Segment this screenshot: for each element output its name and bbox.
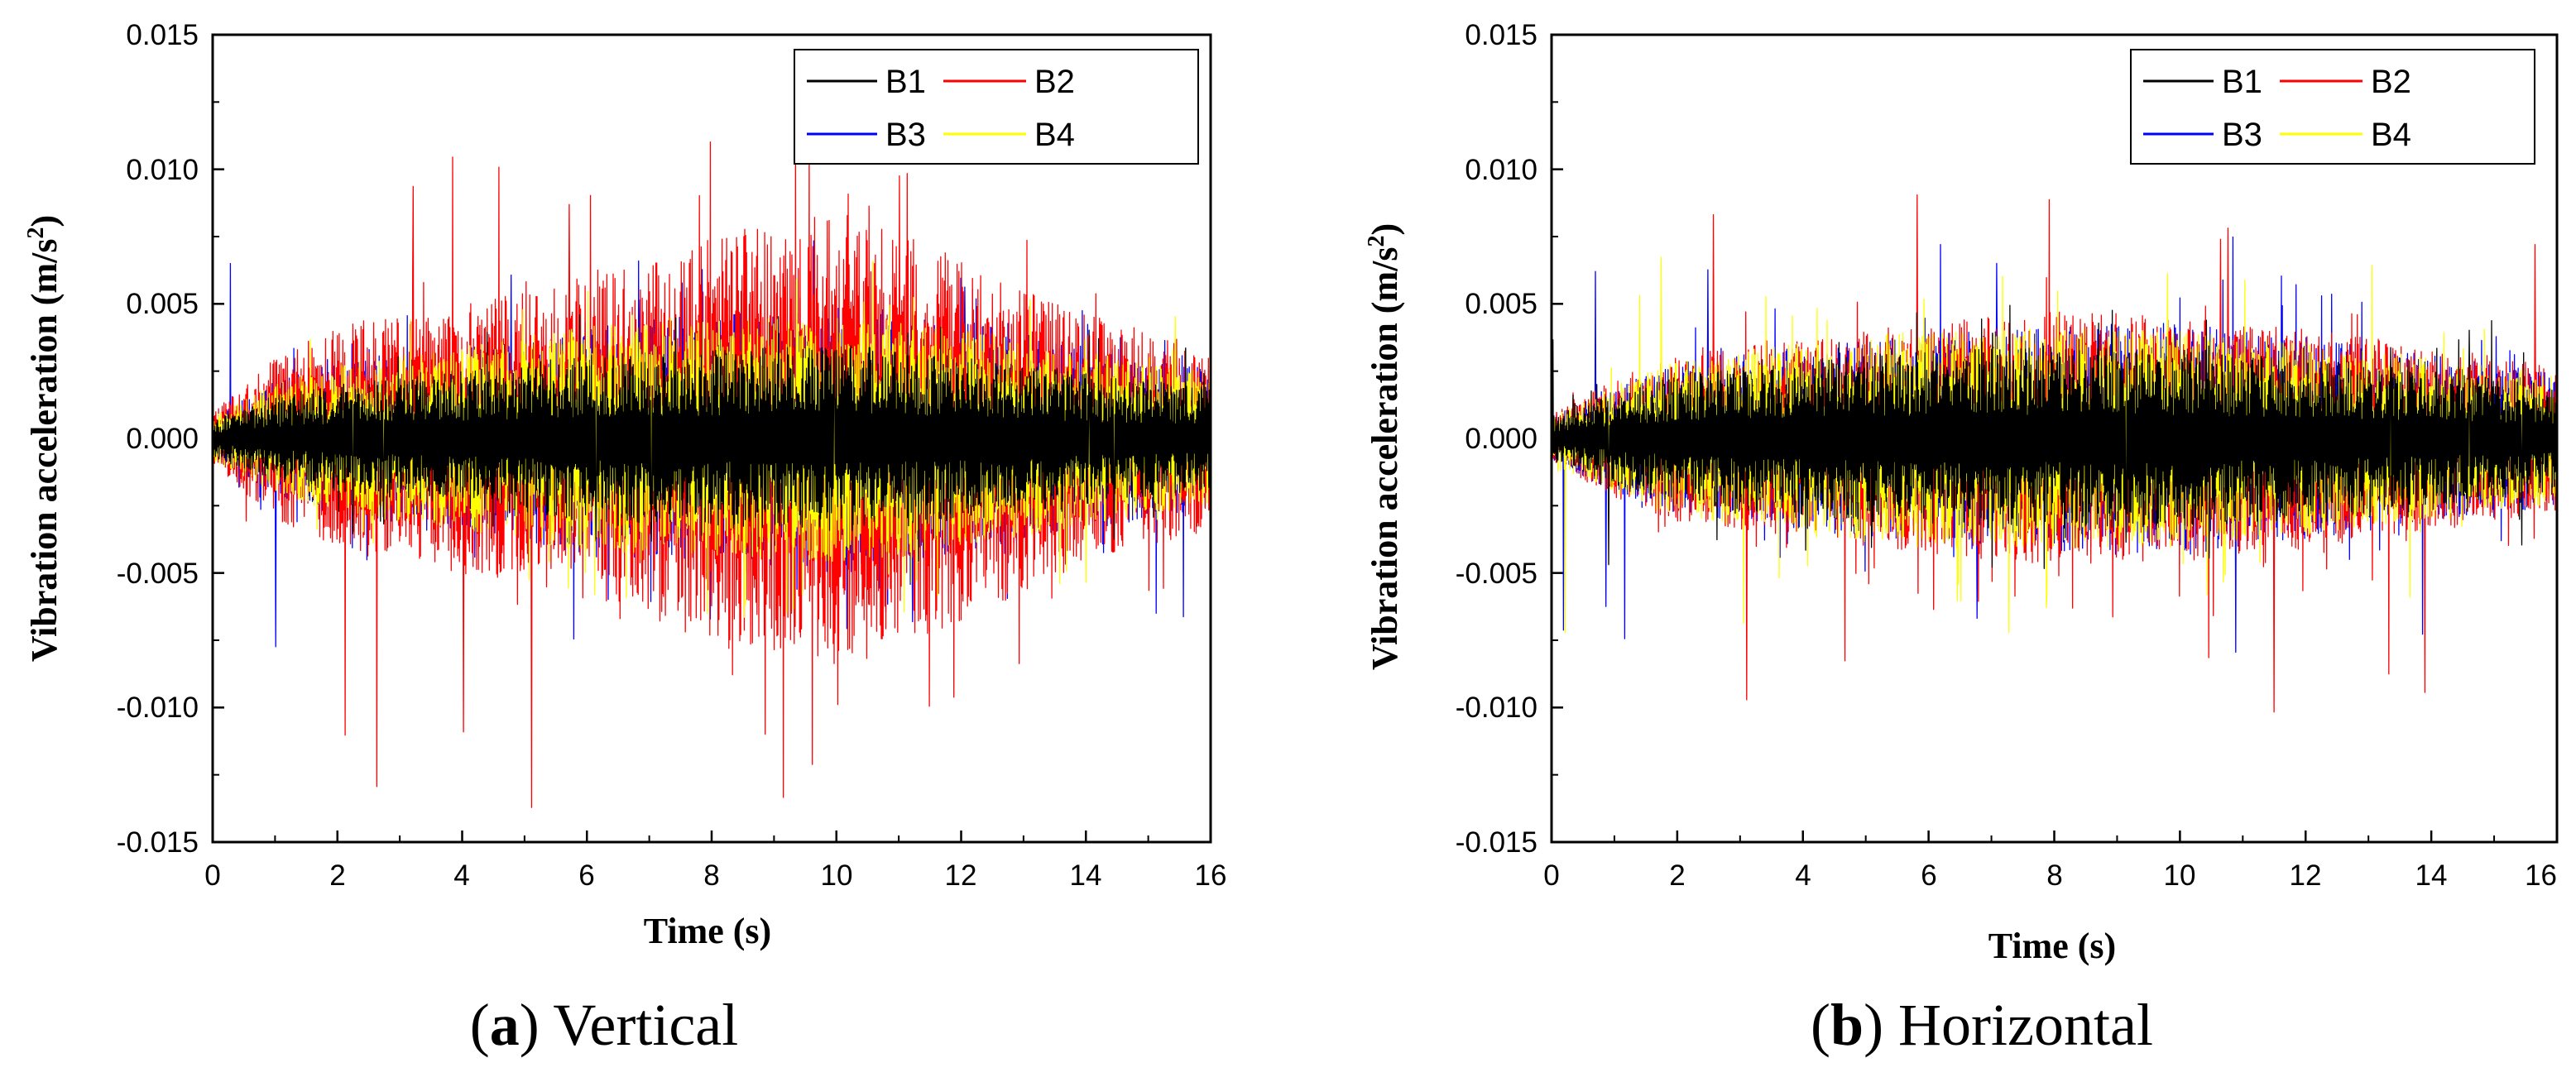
x-axis-title: Time (s) bbox=[1988, 926, 2116, 966]
series-line-b1 bbox=[213, 314, 1211, 562]
x-tick-label: 2 bbox=[329, 859, 345, 892]
x-tick-label: 0 bbox=[204, 859, 220, 892]
x-tick-label: 16 bbox=[1195, 859, 1227, 892]
y-tick-label: -0.010 bbox=[117, 692, 199, 724]
legend: B1 B2 B3 B4 bbox=[794, 49, 1199, 165]
y-tick-label: -0.015 bbox=[117, 826, 199, 859]
x-tick-label: 6 bbox=[1921, 859, 1936, 892]
legend-label-b4: B4 bbox=[2371, 117, 2411, 153]
x-tick-label: 8 bbox=[2046, 859, 2062, 892]
y-tick-label: 0.000 bbox=[1465, 423, 1537, 455]
x-tick-label: 0 bbox=[1543, 859, 1559, 892]
plot-area-vertical bbox=[213, 141, 1211, 808]
x-tick-label: 10 bbox=[821, 859, 853, 892]
y-tick-label: 0.010 bbox=[126, 154, 199, 186]
x-tick-label: 4 bbox=[453, 859, 469, 892]
y-axis-title: Vibration acceleration (m/s2) bbox=[23, 215, 65, 662]
caption-vertical: (a) Vertical bbox=[470, 992, 739, 1058]
x-tick-label: 12 bbox=[2290, 859, 2322, 892]
panel-vertical: 0 2 4 6 8 10 12 14 16 0.015 0.010 0.005 … bbox=[23, 19, 1226, 1058]
legend-label-b4: B4 bbox=[1034, 117, 1075, 153]
axis-ticks-vertical bbox=[211, 33, 1212, 844]
legend-label-b1: B1 bbox=[2222, 64, 2262, 100]
x-tick-label: 12 bbox=[945, 859, 977, 892]
caption-horizontal: (b) Horizontal bbox=[1811, 992, 2153, 1058]
y-tick-label: 0.005 bbox=[1465, 288, 1537, 320]
legend-box bbox=[2130, 49, 2535, 165]
y-tick-label: 0.005 bbox=[126, 288, 199, 320]
y-tick-label: 0.015 bbox=[126, 19, 199, 51]
axis-ticks-horizontal bbox=[1550, 33, 2559, 844]
x-tick-label: 8 bbox=[703, 859, 719, 892]
y-tick-label: 0.010 bbox=[1465, 154, 1537, 186]
plot-area-horizontal bbox=[1552, 194, 2557, 713]
legend: B1 B2 B3 B4 bbox=[2130, 49, 2535, 165]
legend-label-b3: B3 bbox=[885, 117, 926, 153]
series-line-b1 bbox=[1552, 304, 2557, 569]
y-tick-label: -0.005 bbox=[117, 558, 199, 590]
x-tick-label: 16 bbox=[2525, 859, 2557, 892]
x-tick-label: 14 bbox=[2415, 859, 2448, 892]
x-tick-label: 6 bbox=[578, 859, 594, 892]
y-tick-label: 0.015 bbox=[1465, 19, 1537, 51]
legend-label-b2: B2 bbox=[2371, 64, 2411, 100]
y-tick-label: -0.005 bbox=[1456, 558, 1537, 590]
y-tick-label: -0.010 bbox=[1456, 692, 1537, 724]
y-tick-label: -0.015 bbox=[1456, 826, 1537, 859]
legend-label-b3: B3 bbox=[2222, 117, 2262, 153]
x-tick-label: 4 bbox=[1795, 859, 1811, 892]
panel-horizontal: 0 2 4 6 8 10 12 14 16 0.015 0.010 0.005 … bbox=[1364, 19, 2559, 1058]
legend-label-b2: B2 bbox=[1034, 64, 1075, 100]
x-tick-label: 14 bbox=[1070, 859, 1102, 892]
y-tick-label: 0.000 bbox=[126, 423, 199, 455]
x-axis-title: Time (s) bbox=[644, 911, 771, 951]
legend-box bbox=[794, 49, 1199, 165]
x-tick-label: 2 bbox=[1669, 859, 1685, 892]
legend-label-b1: B1 bbox=[885, 64, 926, 100]
x-tick-label: 10 bbox=[2164, 859, 2196, 892]
y-axis-title: Vibration acceleration (m/s2) bbox=[1364, 223, 1405, 670]
